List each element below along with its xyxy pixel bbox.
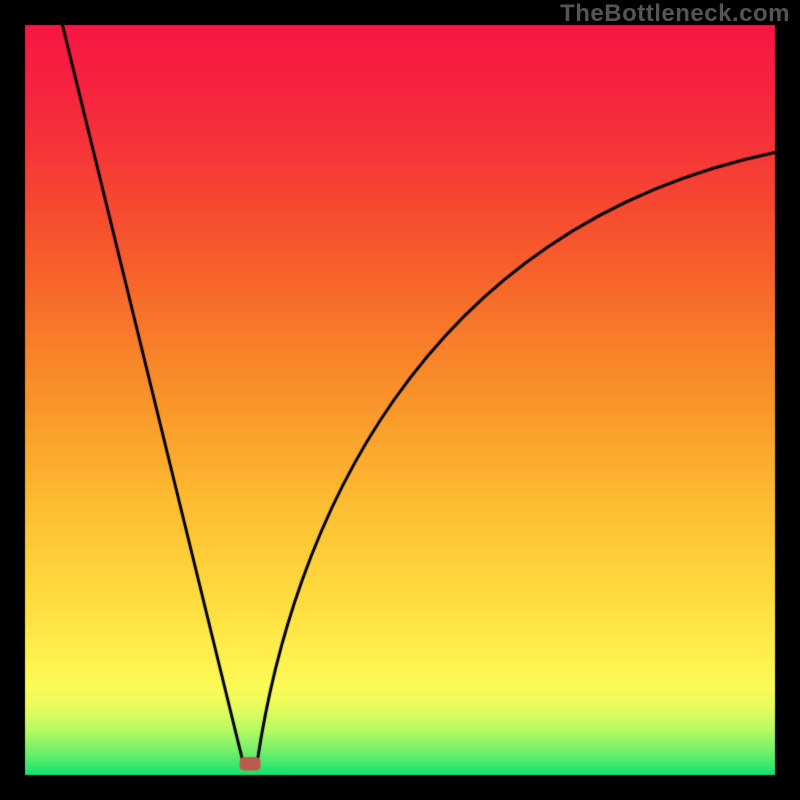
watermark-text: TheBottleneck.com (560, 0, 790, 28)
chart-container: TheBottleneck.com (0, 0, 800, 800)
bottleneck-curve-chart (0, 0, 800, 800)
